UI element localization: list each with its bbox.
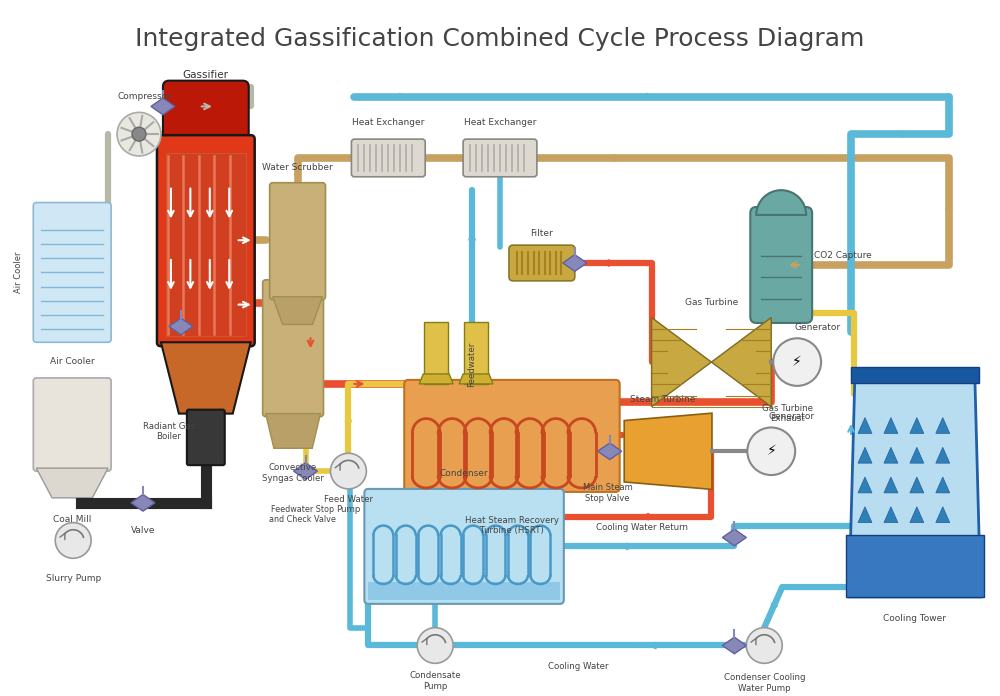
Polygon shape xyxy=(151,98,175,115)
FancyBboxPatch shape xyxy=(166,153,246,336)
Text: Steam Turbine: Steam Turbine xyxy=(630,395,695,404)
Polygon shape xyxy=(936,418,950,434)
Polygon shape xyxy=(858,507,872,523)
Polygon shape xyxy=(884,507,898,523)
Polygon shape xyxy=(936,448,950,463)
Polygon shape xyxy=(294,463,318,480)
Text: Main Steam
Stop Valve: Main Steam Stop Valve xyxy=(583,483,633,503)
Text: Cooling Water Return: Cooling Water Return xyxy=(596,523,688,532)
Polygon shape xyxy=(910,418,924,434)
Polygon shape xyxy=(722,529,746,546)
Text: Cooling Water: Cooling Water xyxy=(548,662,608,671)
Circle shape xyxy=(55,523,91,558)
Wedge shape xyxy=(756,190,806,215)
Polygon shape xyxy=(884,477,898,493)
Polygon shape xyxy=(910,477,924,493)
Polygon shape xyxy=(910,507,924,523)
FancyBboxPatch shape xyxy=(851,367,979,383)
Circle shape xyxy=(773,338,821,386)
Circle shape xyxy=(330,453,366,489)
Polygon shape xyxy=(858,418,872,434)
Polygon shape xyxy=(131,494,155,511)
Text: Gas Turbine: Gas Turbine xyxy=(685,298,738,307)
FancyBboxPatch shape xyxy=(163,81,249,160)
Polygon shape xyxy=(169,318,193,335)
Circle shape xyxy=(417,628,453,663)
Text: Water Scrubber: Water Scrubber xyxy=(262,164,333,173)
FancyBboxPatch shape xyxy=(509,245,575,280)
Polygon shape xyxy=(563,255,587,271)
Text: Generator: Generator xyxy=(768,412,814,421)
Text: Radiant Gas
Boiler: Radiant Gas Boiler xyxy=(143,422,195,441)
Polygon shape xyxy=(36,468,108,498)
Polygon shape xyxy=(936,477,950,493)
Polygon shape xyxy=(161,342,251,413)
FancyBboxPatch shape xyxy=(364,489,564,604)
Polygon shape xyxy=(910,448,924,463)
FancyBboxPatch shape xyxy=(187,410,225,465)
Polygon shape xyxy=(711,317,771,406)
Text: Convective
Syngas Cooler: Convective Syngas Cooler xyxy=(262,464,324,483)
Polygon shape xyxy=(722,637,746,654)
Text: Generator: Generator xyxy=(794,323,840,332)
Text: Heat Steam Recovery
Turbine (HSRT): Heat Steam Recovery Turbine (HSRT) xyxy=(465,516,559,535)
Polygon shape xyxy=(858,448,872,463)
Text: Gas Turbine
Exhaust: Gas Turbine Exhaust xyxy=(762,404,813,423)
Polygon shape xyxy=(884,418,898,434)
FancyBboxPatch shape xyxy=(424,322,448,384)
Circle shape xyxy=(747,427,795,475)
Polygon shape xyxy=(884,448,898,463)
Polygon shape xyxy=(459,374,493,384)
Polygon shape xyxy=(858,477,872,493)
Polygon shape xyxy=(273,296,322,324)
Polygon shape xyxy=(936,507,950,523)
Text: Filter: Filter xyxy=(531,229,553,238)
Text: CO2 Capture: CO2 Capture xyxy=(814,251,872,260)
FancyBboxPatch shape xyxy=(351,139,425,177)
FancyBboxPatch shape xyxy=(263,280,323,417)
Text: Compressor: Compressor xyxy=(117,92,171,101)
Text: Air Cooler: Air Cooler xyxy=(50,356,95,365)
Text: Heat Exchanger: Heat Exchanger xyxy=(352,118,424,127)
Text: Gassifier: Gassifier xyxy=(183,70,229,80)
FancyBboxPatch shape xyxy=(33,378,111,471)
Text: Integrated Gassification Combined Cycle Process Diagram: Integrated Gassification Combined Cycle … xyxy=(135,27,865,51)
Text: Feedwater: Feedwater xyxy=(468,342,477,387)
Text: ⚡: ⚡ xyxy=(792,355,802,369)
FancyBboxPatch shape xyxy=(750,207,812,323)
Text: Air Cooler: Air Cooler xyxy=(14,252,23,293)
Circle shape xyxy=(132,127,146,141)
Text: Coal Mill: Coal Mill xyxy=(53,515,91,524)
FancyBboxPatch shape xyxy=(368,582,560,600)
FancyBboxPatch shape xyxy=(157,135,255,346)
Text: Heat Exchanger: Heat Exchanger xyxy=(464,118,536,127)
Text: Slurry Pump: Slurry Pump xyxy=(46,574,101,583)
Polygon shape xyxy=(652,317,711,406)
Text: ⚡: ⚡ xyxy=(766,444,776,458)
FancyBboxPatch shape xyxy=(270,183,325,300)
Text: Condenser Cooling
Water Pump: Condenser Cooling Water Pump xyxy=(724,674,805,693)
Text: Valve: Valve xyxy=(131,526,155,535)
Text: Condenser: Condenser xyxy=(440,468,488,477)
Polygon shape xyxy=(266,413,321,448)
Polygon shape xyxy=(849,371,981,597)
FancyBboxPatch shape xyxy=(404,380,620,492)
Polygon shape xyxy=(598,443,622,459)
Polygon shape xyxy=(624,413,712,489)
Circle shape xyxy=(746,628,782,663)
FancyBboxPatch shape xyxy=(846,535,984,597)
FancyBboxPatch shape xyxy=(463,139,537,177)
Text: Feedwater Stop
and Check Valve: Feedwater Stop and Check Valve xyxy=(269,505,336,524)
Text: Cooling Tower: Cooling Tower xyxy=(883,615,946,623)
Text: Condensate
Pump: Condensate Pump xyxy=(409,672,461,691)
FancyBboxPatch shape xyxy=(33,203,111,342)
Text: Feed Water
Pump: Feed Water Pump xyxy=(324,495,373,514)
Circle shape xyxy=(117,112,161,156)
Polygon shape xyxy=(419,374,453,384)
FancyBboxPatch shape xyxy=(464,322,488,384)
